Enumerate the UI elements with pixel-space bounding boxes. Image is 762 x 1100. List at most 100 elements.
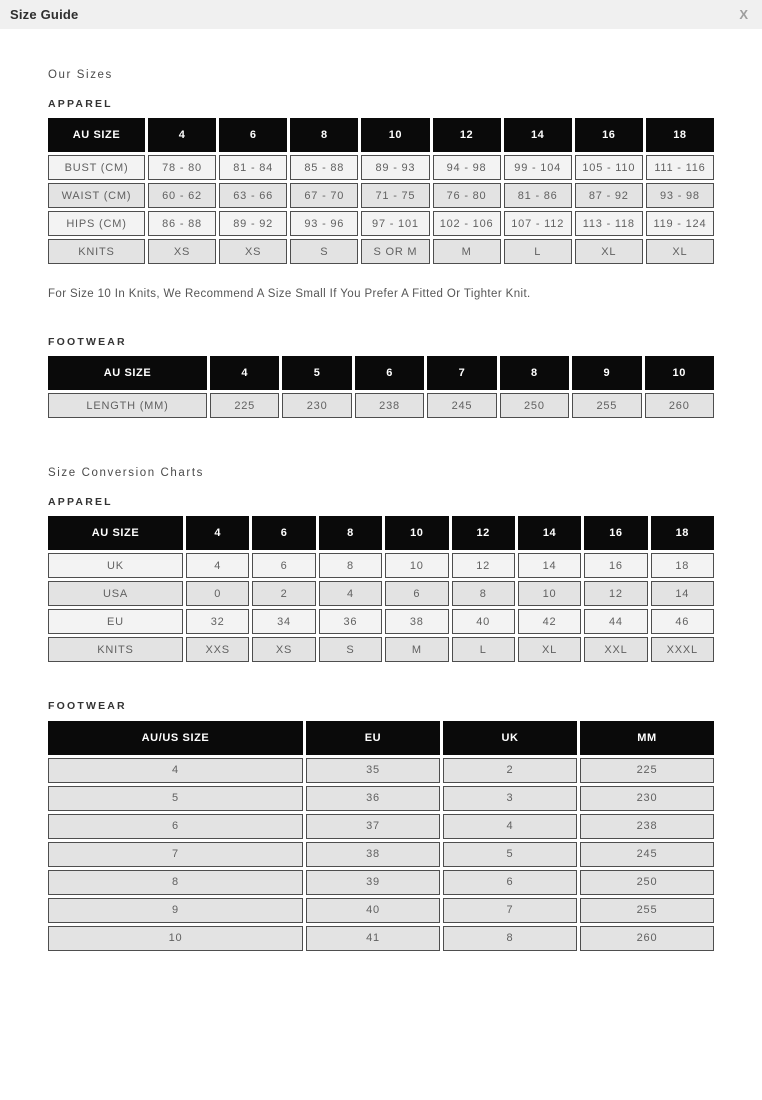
header-row: AU/US SIZE EU UK MM (48, 720, 714, 755)
column-header: 10 (385, 516, 449, 550)
table-cell: 86 - 88 (148, 211, 217, 236)
table-cell: 36 (318, 609, 383, 634)
table-cell: 225 (580, 757, 714, 783)
table-cell: 12 (584, 581, 648, 606)
table-cell: 225 (210, 393, 280, 418)
table-cell: 10 (517, 581, 582, 606)
table-cell: 8 (318, 553, 383, 578)
table-cell: 46 (650, 609, 714, 634)
modal-titlebar: Size Guide X (0, 0, 762, 29)
table-cell: 87 - 92 (574, 183, 643, 208)
close-icon[interactable]: X (739, 7, 748, 22)
table-cell: 245 (580, 841, 714, 867)
size-guide-content: Our Sizes APPAREL AU SIZE 4 6 8 10 12 14 16 18 BU… (0, 69, 717, 954)
table-cell: 238 (354, 393, 425, 418)
apparel-heading: APPAREL (48, 97, 113, 110)
table-row: HIPS (CM) 86 - 88 89 - 92 93 - 96 97 - 101 10… (48, 211, 714, 236)
table-cell: 81 - 84 (219, 155, 288, 180)
table-cell: 63 - 66 (219, 183, 288, 208)
table-cell: 255 (572, 393, 642, 418)
table-cell: 2 (443, 757, 577, 783)
column-header: AU SIZE (48, 356, 207, 390)
table-cell: XXXL (650, 637, 714, 662)
column-header: 5 (282, 356, 352, 390)
table-cell: 245 (427, 393, 497, 418)
apparel-conversion-table: AU SIZE 4 6 8 10 12 14 16 18 UK 4 6 8 10 12 14 16 18 USA 0 2… (45, 513, 717, 665)
table-cell: 230 (580, 785, 714, 811)
table-cell: 102 - 106 (432, 211, 501, 236)
table-cell: M (432, 239, 501, 264)
table-cell: 5 (443, 841, 577, 867)
table-cell: 71 - 75 (361, 183, 430, 208)
table-cell: XS (252, 637, 316, 662)
column-header: 9 (572, 356, 642, 390)
column-header: 14 (503, 118, 572, 152)
table-cell: XL (574, 239, 643, 264)
table-cell: S OR M (361, 239, 430, 264)
table-cell: S (318, 637, 383, 662)
table-cell: M (385, 637, 449, 662)
table-row: 5 36 3 230 (48, 785, 714, 811)
table-cell: 38 (306, 841, 440, 867)
table-cell: 260 (580, 925, 714, 951)
column-header: 18 (650, 516, 714, 550)
table-cell: 93 - 96 (290, 211, 359, 236)
header-row: AU SIZE 4 6 8 10 12 14 16 18 (48, 516, 714, 550)
column-header: 10 (361, 118, 430, 152)
table-cell: 39 (306, 869, 440, 895)
column-header: 8 (290, 118, 359, 152)
column-header: AU SIZE (48, 516, 183, 550)
table-row: 4 35 2 225 (48, 757, 714, 783)
table-cell: 250 (580, 869, 714, 895)
column-header: UK (443, 720, 577, 755)
table-row: 6 37 4 238 (48, 813, 714, 839)
table-row: LENGTH (MM) 225 230 238 245 250 255 260 (48, 393, 714, 418)
table-cell: 7 (48, 841, 303, 867)
table-cell: 18 (650, 553, 714, 578)
table-row: UK 4 6 8 10 12 14 16 18 (48, 553, 714, 578)
column-header: 16 (574, 118, 643, 152)
table-cell: HIPS (CM) (48, 211, 145, 236)
table-row: KNITS XXS XS S M L XL XXL XXXL (48, 637, 714, 662)
table-cell: 8 (48, 869, 303, 895)
table-cell: 238 (580, 813, 714, 839)
table-cell: 3 (443, 785, 577, 811)
table-cell: 35 (306, 757, 440, 783)
table-cell: 6 (48, 813, 303, 839)
table-cell: WAIST (CM) (48, 183, 145, 208)
table-cell: UK (48, 553, 183, 578)
table-cell: 119 - 124 (645, 211, 714, 236)
table-cell: 8 (443, 925, 577, 951)
table-cell: 6 (385, 581, 449, 606)
column-header: 6 (219, 118, 288, 152)
table-cell: 85 - 88 (290, 155, 359, 180)
table-cell: 4 (443, 813, 577, 839)
table-cell: 5 (48, 785, 303, 811)
table-cell: 94 - 98 (432, 155, 501, 180)
column-header: 10 (644, 356, 714, 390)
column-header: AU/US SIZE (48, 720, 303, 755)
table-cell: 32 (186, 609, 250, 634)
table-cell: 41 (306, 925, 440, 951)
table-row: 9 40 7 255 (48, 897, 714, 923)
table-cell: 14 (650, 581, 714, 606)
table-cell: LENGTH (MM) (48, 393, 207, 418)
table-cell: 9 (48, 897, 303, 923)
table-cell: KNITS (48, 239, 145, 264)
table-cell: 10 (48, 925, 303, 951)
table-cell: 36 (306, 785, 440, 811)
table-cell: 6 (443, 869, 577, 895)
header-row: AU SIZE 4 6 8 10 12 14 16 18 (48, 118, 714, 152)
table-cell: 38 (385, 609, 449, 634)
table-cell: 89 - 93 (361, 155, 430, 180)
table-cell: 16 (584, 553, 648, 578)
column-header: EU (306, 720, 440, 755)
column-header: 18 (645, 118, 714, 152)
table-cell: 42 (517, 609, 582, 634)
table-row: 8 39 6 250 (48, 869, 714, 895)
table-cell: 12 (451, 553, 515, 578)
column-header: 6 (354, 356, 425, 390)
table-cell: 260 (644, 393, 714, 418)
table-cell: 107 - 112 (503, 211, 572, 236)
column-header: 12 (432, 118, 501, 152)
